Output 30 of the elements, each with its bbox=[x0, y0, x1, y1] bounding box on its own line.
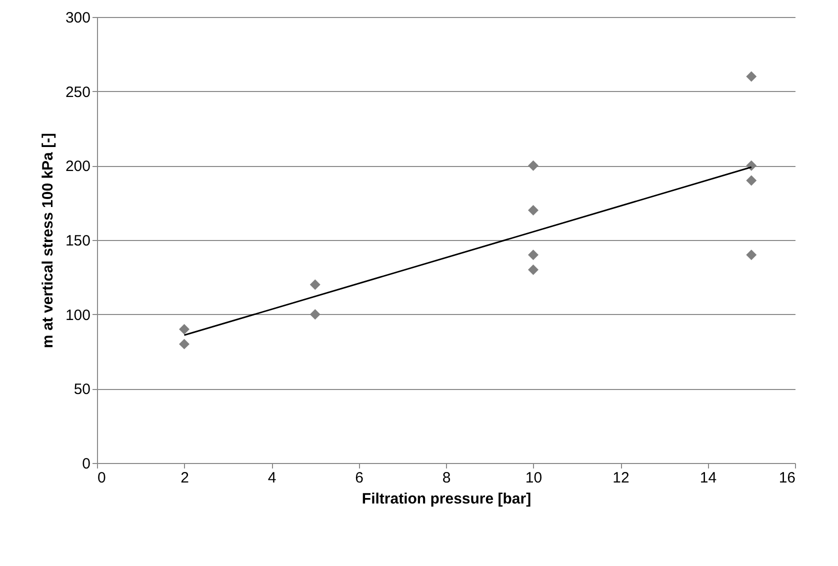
y-tick-label: 250 bbox=[65, 84, 90, 101]
point bbox=[179, 324, 190, 334]
point bbox=[528, 205, 538, 216]
y-axis-title: m at vertical stress 100 kPa [-] bbox=[39, 132, 56, 348]
point bbox=[528, 264, 538, 275]
y-tick-label: 50 bbox=[74, 381, 90, 398]
point bbox=[528, 160, 538, 171]
x-axis-title: Filtration pressure [bar] bbox=[362, 490, 532, 508]
point bbox=[746, 71, 757, 82]
x-tick-label: 6 bbox=[355, 470, 364, 486]
x-tick-label: 16 bbox=[778, 470, 796, 486]
y-tick-label: 0 bbox=[82, 456, 90, 472]
point bbox=[746, 250, 757, 260]
x-tick-label: 8 bbox=[442, 470, 451, 486]
point bbox=[746, 175, 757, 186]
point bbox=[746, 160, 757, 171]
point bbox=[310, 279, 320, 290]
x-tick-label: 4 bbox=[268, 470, 276, 486]
x-tick-label: 2 bbox=[180, 470, 189, 486]
x-tick-label: 10 bbox=[525, 470, 542, 486]
y-tick-label: 300 bbox=[65, 10, 90, 26]
point bbox=[179, 338, 190, 350]
y-tick-label: 200 bbox=[65, 158, 90, 176]
point bbox=[310, 309, 320, 320]
x-tick-label: 12 bbox=[612, 470, 630, 486]
point bbox=[528, 250, 538, 260]
x-tick-label: 14 bbox=[700, 470, 717, 486]
x-tick-label: 0 bbox=[98, 470, 106, 486]
y-tick-label: 150 bbox=[65, 232, 90, 250]
y-tick-label: 100 bbox=[65, 306, 90, 324]
